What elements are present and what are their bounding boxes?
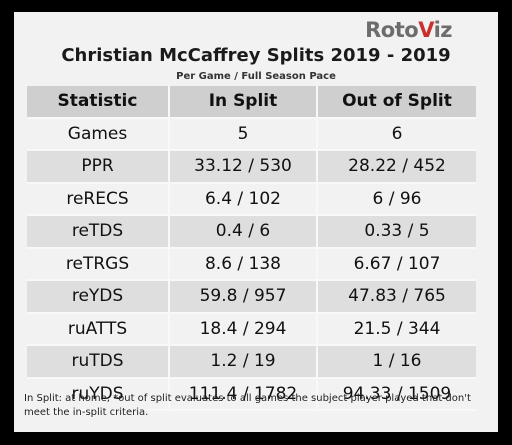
out-of-split-value: 0.33 / 5 <box>317 215 476 248</box>
stat-name: PPR <box>27 150 170 183</box>
in-split-value: 59.8 / 957 <box>169 280 318 313</box>
out-of-split-value: 47.83 / 765 <box>317 280 476 313</box>
in-split-value: 1.2 / 19 <box>169 345 318 378</box>
out-of-split-value: 28.22 / 452 <box>317 150 476 183</box>
out-of-split-value: 6 / 96 <box>317 182 476 215</box>
table-row: reTRGS 8.6 / 138 6.67 / 107 <box>27 247 476 280</box>
out-of-split-value: 1 / 16 <box>317 345 476 378</box>
page-subtitle: Per Game / Full Season Pace <box>176 71 336 82</box>
stat-name: reTDS <box>27 215 170 248</box>
in-split-value: 33.12 / 530 <box>169 150 318 183</box>
stat-name: reTRGS <box>27 247 170 280</box>
stat-name: ruTDS <box>27 345 170 378</box>
header-in-split: In Split <box>169 86 318 119</box>
footnote: In Split: at home, *out of split evaluat… <box>24 393 471 418</box>
rotoviz-logo: RotoViz <box>365 18 452 42</box>
in-split-value: 111.4 / 1782 <box>169 377 318 410</box>
header-out-of-split: Out of Split <box>317 86 476 119</box>
out-of-split-value: 6.67 / 107 <box>317 247 476 280</box>
in-split-value: 18.4 / 294 <box>169 312 318 345</box>
table-row: ruYDS 111.4 / 1782 94.33 / 1509 <box>27 377 476 410</box>
page-title: Christian McCaffrey Splits 2019 - 2019 <box>61 45 451 66</box>
stat-name: ruATTS <box>27 312 170 345</box>
out-of-split-value: 21.5 / 344 <box>317 312 476 345</box>
out-of-split-value: 94.33 / 1509 <box>317 377 476 410</box>
in-split-value: 5 <box>169 117 318 150</box>
in-split-value: 8.6 / 138 <box>169 247 318 280</box>
in-split-value: 0.4 / 6 <box>169 215 318 248</box>
stat-name: ruYDS <box>27 377 170 410</box>
table-header-row: Statistic In Split Out of Split <box>27 86 476 119</box>
table-row: PPR 33.12 / 530 28.22 / 452 <box>27 150 476 183</box>
table-row: reYDS 59.8 / 957 47.83 / 765 <box>27 280 476 313</box>
stat-name: Games <box>27 117 170 150</box>
splits-card: RotoViz Christian McCaffrey Splits 2019 … <box>14 12 498 432</box>
table-row: Games 5 6 <box>27 117 476 150</box>
table-row: ruTDS 1.2 / 19 1 / 16 <box>27 345 476 378</box>
table-row: reRECS 6.4 / 102 6 / 96 <box>27 182 476 215</box>
header-statistic: Statistic <box>27 86 170 119</box>
in-split-value: 6.4 / 102 <box>169 182 318 215</box>
stat-name: reRECS <box>27 182 170 215</box>
splits-table: Statistic In Split Out of Split Games 5 … <box>27 86 476 411</box>
stat-name: reYDS <box>27 280 170 313</box>
table-row: ruATTS 18.4 / 294 21.5 / 344 <box>27 312 476 345</box>
table-row: reTDS 0.4 / 6 0.33 / 5 <box>27 215 476 248</box>
out-of-split-value: 6 <box>317 117 476 150</box>
